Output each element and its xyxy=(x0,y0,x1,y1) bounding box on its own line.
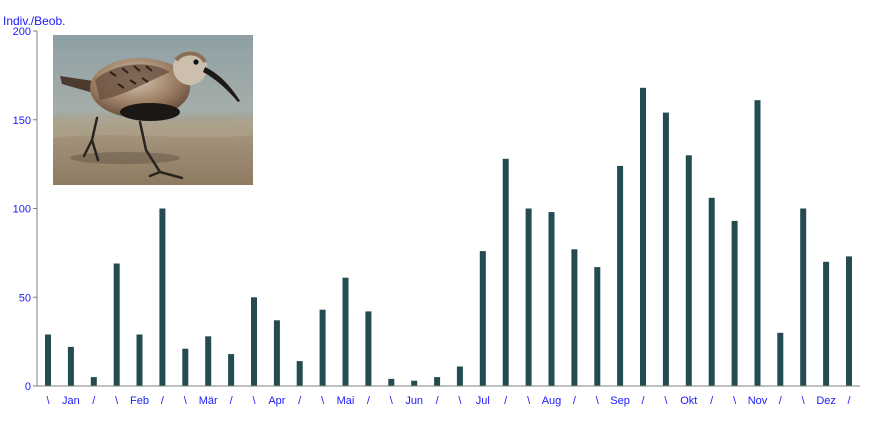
bar xyxy=(159,208,166,386)
bar xyxy=(640,87,646,387)
x-tick-labels: \ Jan / \ Feb / \ Mär / \ Apr / \ Mai / \ Jun / \ Jul / \ Aug /… xyxy=(46,395,851,407)
y-tick-label: 100 xyxy=(13,204,31,216)
x-tick-label: / xyxy=(436,395,440,407)
bar xyxy=(365,311,372,386)
x-tick-label: \ xyxy=(733,395,737,407)
bar xyxy=(548,212,555,386)
bar xyxy=(45,334,51,386)
bar xyxy=(731,220,738,386)
y-tick-label: 0 xyxy=(25,381,31,393)
bar xyxy=(685,155,692,387)
bar xyxy=(342,277,349,386)
x-tick-label: Sep xyxy=(610,395,630,407)
dunlin-photo xyxy=(53,35,253,185)
bar xyxy=(777,332,784,387)
y-tick-label: 200 xyxy=(13,26,31,38)
x-tick-label: Feb xyxy=(130,395,149,407)
x-tick-label: Dez xyxy=(816,395,836,407)
x-tick-label: \ xyxy=(115,395,119,407)
bar xyxy=(411,380,418,386)
bar xyxy=(182,348,189,386)
x-tick-label: / xyxy=(710,395,714,407)
x-tick-label: Jan xyxy=(62,395,80,407)
bar xyxy=(617,165,624,386)
x-tick-label: / xyxy=(298,395,302,407)
y-axis-ticks: 0 50 100 150 200 xyxy=(13,26,37,393)
bar xyxy=(479,251,486,386)
y-tick-label: 150 xyxy=(13,115,31,127)
x-tick-label: Apr xyxy=(268,395,285,407)
x-tick-label: Okt xyxy=(680,395,697,407)
bar xyxy=(296,361,303,386)
x-tick-label: / xyxy=(641,395,645,407)
bar xyxy=(319,309,326,386)
x-tick-label: \ xyxy=(664,395,668,407)
x-tick-label: / xyxy=(573,395,577,407)
bar xyxy=(273,320,280,386)
x-tick-label: \ xyxy=(527,395,531,407)
x-tick-label: \ xyxy=(458,395,462,407)
x-tick-label: Jul xyxy=(476,395,490,407)
bar xyxy=(594,267,601,386)
x-tick-label: \ xyxy=(390,395,394,407)
bar xyxy=(67,346,74,386)
x-tick-label: / xyxy=(847,395,851,407)
bar xyxy=(708,197,715,386)
x-tick-label: \ xyxy=(321,395,325,407)
bar xyxy=(251,297,257,387)
x-tick-label: Mai xyxy=(337,395,355,407)
bar xyxy=(846,256,852,386)
bar xyxy=(113,263,120,386)
x-tick-label: / xyxy=(161,395,165,407)
x-tick-label: / xyxy=(504,395,508,407)
x-tick-label: Jun xyxy=(405,395,423,407)
x-tick-label: / xyxy=(367,395,371,407)
y-tick-label: 50 xyxy=(19,292,31,304)
bar xyxy=(525,208,532,386)
bar xyxy=(823,261,830,387)
bar xyxy=(90,377,97,386)
bar xyxy=(571,249,578,386)
x-tick-label: / xyxy=(230,395,234,407)
x-tick-label: \ xyxy=(184,395,188,407)
bar xyxy=(502,158,509,386)
x-tick-label: Nov xyxy=(748,395,768,407)
bar xyxy=(662,112,669,386)
x-tick-label: \ xyxy=(596,395,600,407)
x-tick-label: \ xyxy=(802,395,806,407)
bar xyxy=(456,366,463,386)
bars xyxy=(45,87,852,387)
bar xyxy=(136,334,143,386)
bar xyxy=(800,208,807,386)
bar xyxy=(228,354,235,386)
bar xyxy=(388,378,395,386)
x-tick-label: / xyxy=(92,395,96,407)
x-tick-label: \ xyxy=(46,395,50,407)
bar xyxy=(754,100,761,386)
bar xyxy=(434,377,441,386)
bar xyxy=(205,336,212,386)
x-tick-label: / xyxy=(779,395,783,407)
x-tick-label: \ xyxy=(252,395,256,407)
x-tick-label: Mär xyxy=(199,395,218,407)
x-tick-label: Aug xyxy=(542,395,562,407)
y-axis-label: Indiv./Beob. xyxy=(3,14,65,28)
